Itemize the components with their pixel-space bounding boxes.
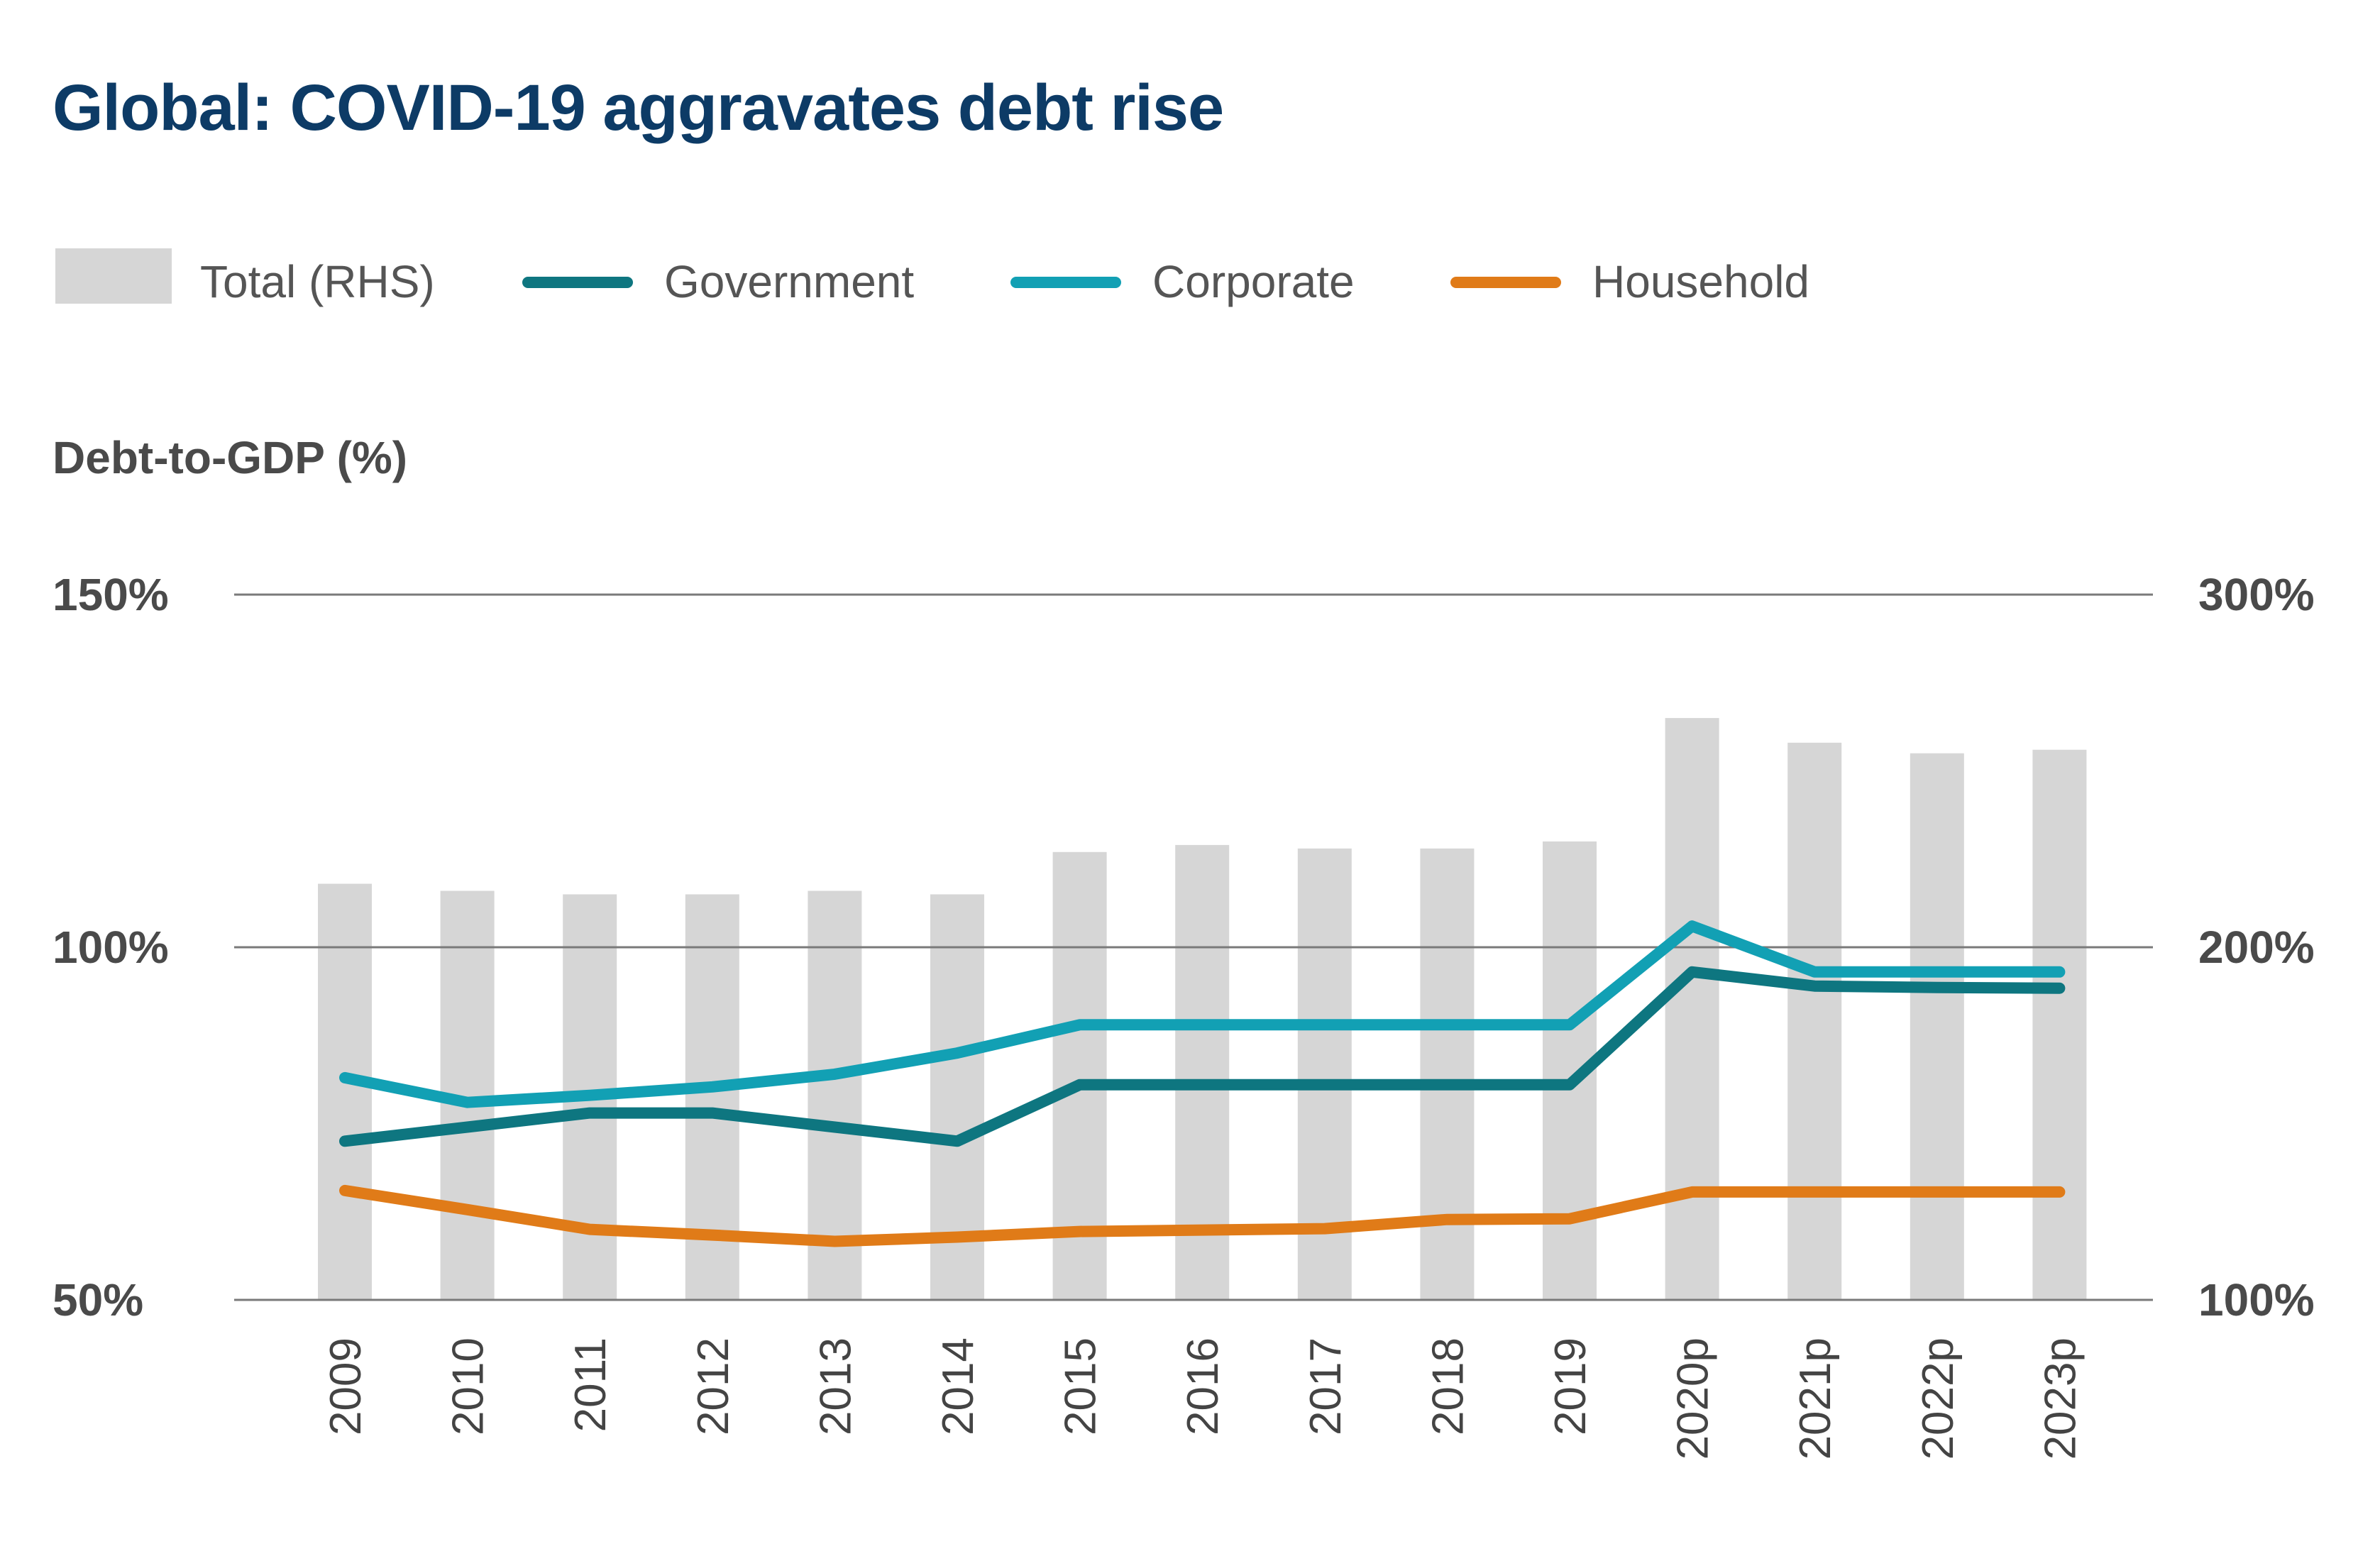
y-axis-title: Debt-to-GDP (%) [53, 432, 408, 483]
legend: Total (RHS) Government Corporate Househo… [55, 241, 2326, 319]
bar-total-2015 [1052, 851, 1107, 1300]
line-household [339, 1184, 2066, 1247]
legend-swatch-total [55, 248, 172, 304]
x-tick-label: 2023p [2036, 1337, 2085, 1460]
y-right-tick-label: 300% [2198, 569, 2315, 620]
x-tick-label: 2012 [689, 1337, 738, 1435]
x-tick-label: 2015 [1057, 1337, 1106, 1435]
x-tick-label: 2022p [1914, 1337, 1963, 1460]
bar-total-2021p [1787, 742, 1842, 1300]
x-tick-label: 2016 [1179, 1337, 1228, 1435]
bar-total-2013 [808, 890, 862, 1300]
bar-total-2022p [1910, 753, 1964, 1300]
bar-total-2020p [1665, 717, 1719, 1300]
legend-swatch-corporate [1010, 277, 1121, 288]
chart-title: Global: COVID-19 aggravates debt rise [53, 72, 1224, 144]
y-right-tick-label: 200% [2198, 922, 2315, 973]
x-tick-label: 2020p [1669, 1337, 1718, 1460]
bar-total-2023p [2032, 749, 2087, 1300]
bar-total-2018 [1420, 848, 1475, 1300]
x-tick-label: 2013 [811, 1337, 860, 1435]
x-tick-label: 2019 [1546, 1337, 1595, 1435]
legend-swatch-household [1450, 277, 1561, 288]
legend-label-total: Total (RHS) [200, 256, 435, 307]
legend-label-corporate: Corporate [1152, 256, 1355, 307]
line-government [339, 966, 2066, 1147]
x-tick-label: 2009 [321, 1337, 370, 1435]
legend-swatch-government [522, 277, 633, 288]
x-tick-label: 2017 [1301, 1337, 1350, 1435]
legend-label-household: Household [1592, 256, 1809, 307]
y-right-tick-label: 100% [2198, 1274, 2315, 1325]
y-left-tick-label: 150% [53, 569, 169, 620]
x-tick-label: 2018 [1423, 1337, 1472, 1435]
x-tick-label: 2021p [1791, 1337, 1840, 1460]
legend-label-government: Government [664, 256, 915, 307]
x-tick-label: 2010 [444, 1337, 493, 1435]
x-tick-label: 2014 [934, 1337, 983, 1435]
y-left-tick-label: 50% [53, 1274, 143, 1325]
line-corporate [339, 920, 2066, 1108]
y-left-tick-label: 100% [53, 922, 169, 973]
bar-total-2009 [318, 883, 372, 1300]
bar-total-2016 [1175, 844, 1230, 1300]
x-tick-label: 2011 [566, 1337, 615, 1432]
